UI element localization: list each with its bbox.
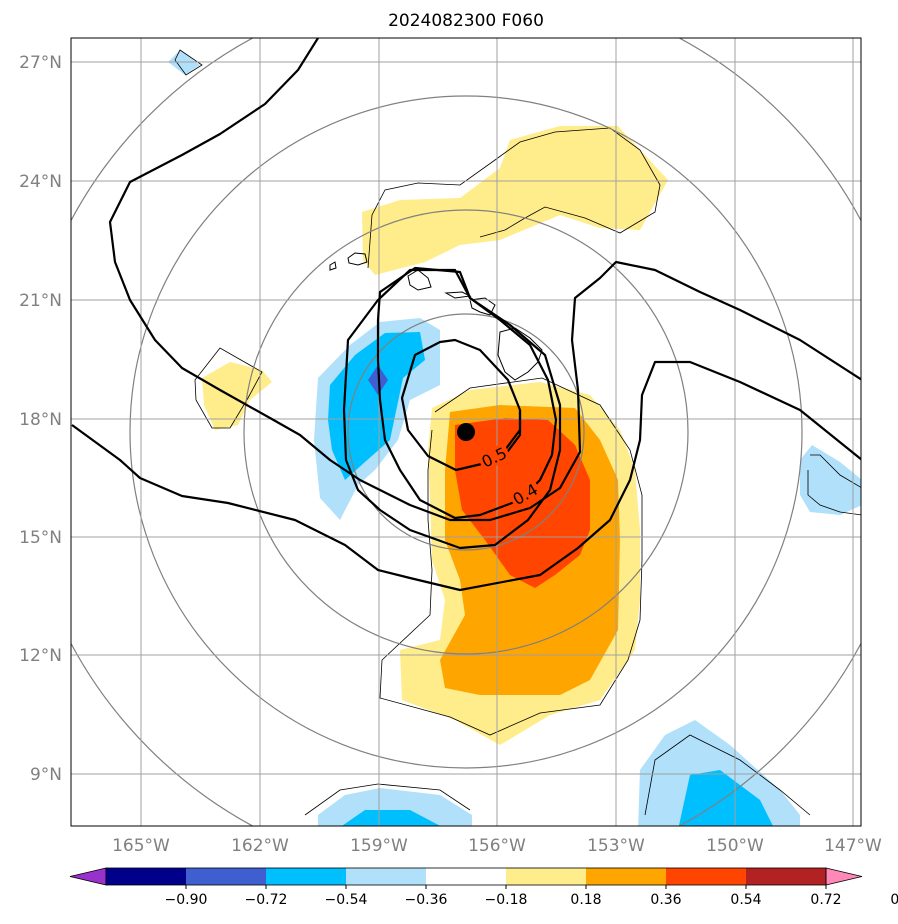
negative-shading-east [800,445,861,515]
colorbar-frame [105,867,827,886]
island-maui [469,297,496,316]
colorbar-swatch [426,868,507,885]
colorbar-tick-label: −0.72 [245,892,288,908]
thin-contour-east [807,454,861,516]
colorbar-swatch [106,868,187,885]
range-ring [347,313,585,551]
lon-label: 165°W [112,836,170,856]
colorbar-swatch [746,868,827,885]
colorbar-tick-label: −0.54 [325,892,368,908]
thin-contours [174,49,861,816]
lon-label: 153°W [587,836,645,856]
lat-label: 18°N [19,410,62,430]
colorbar-tick-label: 0.90 [890,892,898,908]
lon-label: 150°W [706,836,764,856]
thin-contour-top-left [174,49,203,76]
thin-contour-main [379,377,643,736]
contour-label-bg [507,478,543,510]
map-frame [70,37,862,827]
thin-contour-southeast [644,734,811,816]
colorbar-extend-high [825,867,863,886]
figure-title: 2024082300 F060 [388,11,544,31]
lon-label: 162°W [231,836,289,856]
colorbar-swatch [266,868,347,885]
colorbar-tick-label: −0.36 [405,892,448,908]
storm-center-marker [457,423,475,441]
range-rings [71,38,861,826]
latitude-labels: 27°N 24°N 21°N 18°N 15°N 12°N 9°N [19,53,62,785]
colorbar-tick-label: −0.90 [165,892,208,908]
lat-label: 21°N [19,291,62,311]
positive-shading-west [202,362,272,430]
colorbar-tick-label: 0.18 [570,892,601,908]
lat-label: 9°N [30,765,62,785]
negative-shading-medium [328,332,425,480]
island-hawaii [497,327,543,381]
thick-contour-0.1 [108,38,861,522]
colorbar-swatch [586,868,667,885]
lon-label: 156°W [468,836,526,856]
thick-contour-0.2 [71,360,861,592]
lat-label: 24°N [19,172,62,192]
lat-label: 27°N [19,53,62,73]
negative-shading-south-inner [341,810,441,826]
colorbar-extend-low [69,867,107,886]
colorbar-tick-label: 0.54 [730,892,761,908]
longitude-labels: 165°W 162°W 159°W 156°W 153°W 150°W 147°… [112,836,882,856]
thick-contour-0.3 [342,268,562,550]
range-ring [243,209,689,655]
colorbar-swatch [346,868,427,885]
colorbar-swatch [186,868,267,885]
contour-label-bg [476,442,512,472]
positive-shading-north [362,126,668,275]
island-niihau [329,261,337,271]
colorbar-tick-label: 0.72 [810,892,841,908]
lat-label: 15°N [19,528,62,548]
lon-label: 147°W [824,836,882,856]
lon-label: 159°W [350,836,408,856]
thick-contour-innermost [400,338,522,472]
island-kauai [347,252,368,266]
colorbar-swatch [506,868,587,885]
map-panel: 0.5 0.4 [70,37,862,827]
colorbar-swatch [666,868,747,885]
thin-contour-south [304,783,471,816]
thick-contours [71,38,861,592]
colorbar: −0.90 −0.72 −0.54 −0.36 −0.18 0.18 0.36 0.54 0.7… [69,867,898,908]
colorbar-tick-label: −0.18 [485,892,528,908]
gridlines [71,38,861,826]
colorbar-tick-label: 0.36 [650,892,681,908]
range-ring [129,95,803,769]
thin-contour-west [194,347,263,429]
lat-label: 12°N [19,646,62,666]
thin-contour-north [367,127,661,269]
